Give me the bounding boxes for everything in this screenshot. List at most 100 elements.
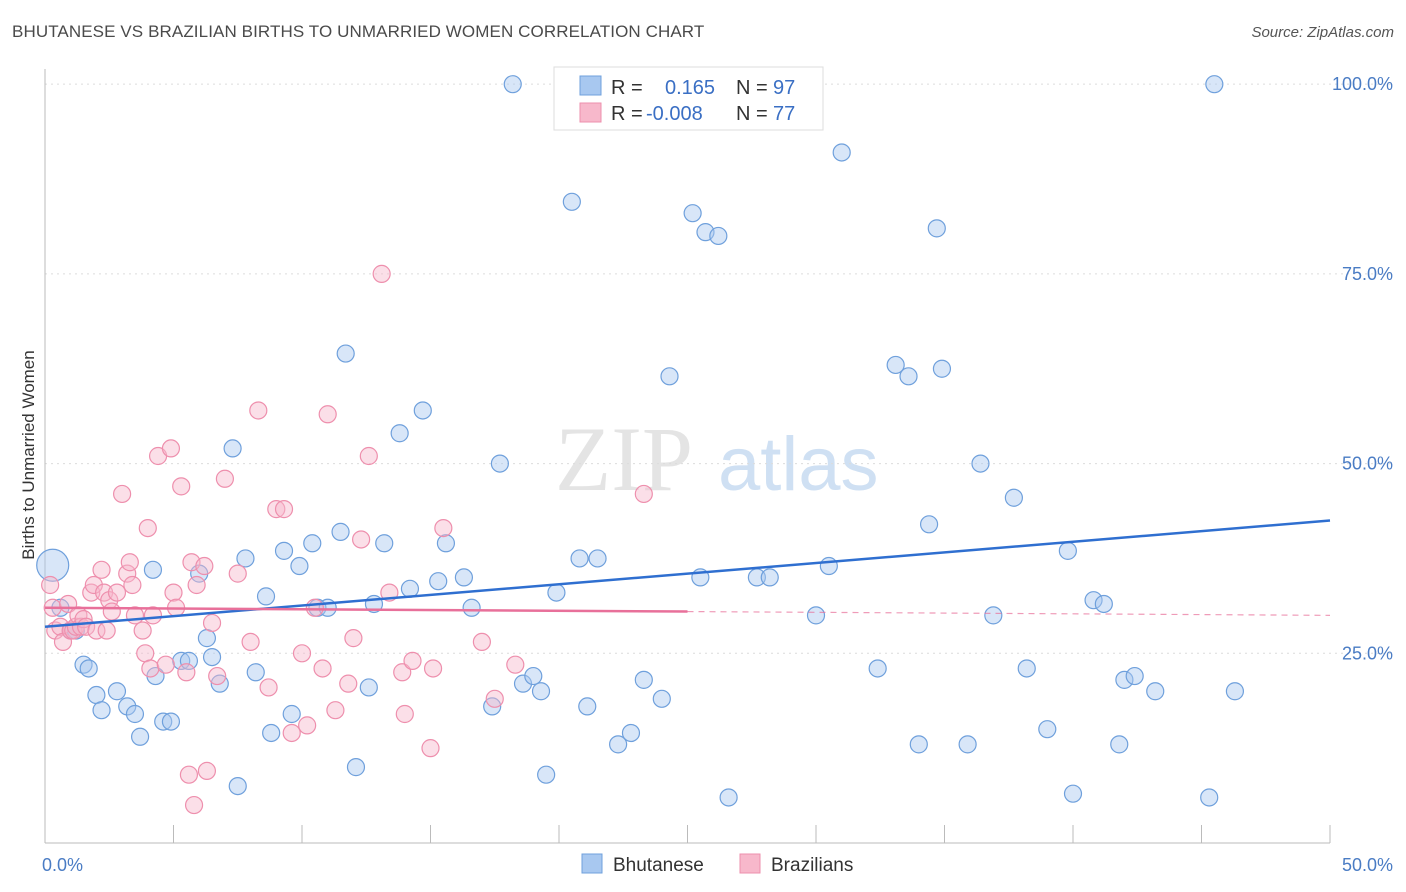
legend-r-value-1: 0.165 <box>665 77 715 99</box>
brazilian-points <box>41 264 653 815</box>
bhutanese-point-31 <box>303 534 322 553</box>
brazilian-point-48 <box>228 564 247 583</box>
bhutanese-point-27 <box>262 723 281 743</box>
brazilian-point-37 <box>172 477 191 496</box>
bhutanese-point-71 <box>806 606 826 625</box>
bhutanese-point-22 <box>223 439 242 458</box>
bhutanese-point-55 <box>562 192 581 211</box>
bhutanese-point-28 <box>274 541 294 560</box>
bhutanese-point-82 <box>971 454 990 473</box>
bhutanese-point-59 <box>609 735 628 754</box>
brazilian-point-29 <box>138 518 157 538</box>
bhutanese-point-5 <box>79 659 98 678</box>
brazilian-point-50 <box>249 401 268 420</box>
brazilian-point-38 <box>177 663 196 682</box>
bhutanese-point-14 <box>154 712 173 731</box>
bhutanese-point-68 <box>719 788 738 807</box>
bhutanese-point-58 <box>588 549 607 568</box>
brazilian-point-47 <box>215 469 234 488</box>
legend-r-label-1: R = <box>611 77 643 99</box>
bhutanese-point-7 <box>92 701 111 720</box>
bhutanese-point-62 <box>652 689 671 708</box>
bhutanese-point-95 <box>1200 788 1219 807</box>
bhutanese-point-52 <box>531 682 551 701</box>
brazilian-point-62 <box>344 629 363 648</box>
bhutanese-points <box>36 75 1245 807</box>
bhutanese-point-90 <box>1094 594 1113 614</box>
bhutanese-point-40 <box>390 424 409 443</box>
brazilian-point-55 <box>292 644 312 663</box>
bhutanese-point-6 <box>87 685 106 705</box>
bhutanese-point-88 <box>1063 784 1083 803</box>
bhutanese-point-50 <box>513 674 533 693</box>
brazilian-point-58 <box>313 659 332 678</box>
brazilian-point-22 <box>112 484 132 504</box>
bhutanese-point-85 <box>1017 659 1036 678</box>
bhutanese-point-87 <box>1058 541 1077 560</box>
bhutanese-point-16 <box>172 651 191 670</box>
bhutanese-point-23 <box>228 776 247 796</box>
brazilian-point-72 <box>434 518 453 538</box>
brazilian-point-14 <box>84 575 103 595</box>
watermark-zip: ZIP <box>555 408 693 510</box>
bhutanese-point-61 <box>634 670 653 689</box>
y-axis-label: Births to Unmarried Women <box>19 350 38 559</box>
y-tick-label-1: 50.0% <box>1342 454 1393 474</box>
bhutanese-point-60 <box>621 723 641 743</box>
brazilian-trend-line <box>44 606 688 613</box>
bhutanese-point-53 <box>537 765 556 784</box>
y-tick-label-0: 25.0% <box>1342 643 1393 663</box>
brazilian-trend-line-dashed <box>687 610 1331 616</box>
brazilian-point-51 <box>259 678 278 697</box>
brazilian-point-21 <box>107 583 127 602</box>
bhutanese-point-74 <box>868 659 887 678</box>
legend-series: Bhutanese Brazilians <box>581 853 853 876</box>
legend-bottom-swatch-bhutanese <box>581 853 603 874</box>
bhutanese-point-81 <box>958 735 977 754</box>
bhutanese-point-72 <box>819 556 838 576</box>
brazilian-point-60 <box>326 701 345 720</box>
bhutanese-point-86 <box>1038 720 1057 739</box>
x-tick-label-1: 50.0% <box>1342 855 1393 875</box>
brazilian-point-61 <box>339 674 358 693</box>
bhutanese-point-44 <box>436 534 456 553</box>
brazilian-point-64 <box>359 446 378 466</box>
bhutanese-point-0 <box>36 548 70 582</box>
bhutanese-point-26 <box>256 587 276 606</box>
chart-source: Source: ZipAtlas.com <box>1251 24 1394 41</box>
legend-swatch-bhutanese <box>579 75 602 96</box>
bhutanese-point-10 <box>125 704 145 724</box>
bhutanese-point-92 <box>1115 670 1134 689</box>
brazilian-point-46 <box>208 666 227 686</box>
legend-r-value-2: -0.008 <box>646 103 703 125</box>
bhutanese-point-57 <box>578 697 597 716</box>
bhutanese-point-94 <box>1146 682 1165 701</box>
brazilian-point-52 <box>267 500 286 519</box>
bhutanese-point-24 <box>236 549 255 568</box>
brazilian-point-35 <box>164 583 183 602</box>
bhutanese-point-84 <box>1004 488 1023 507</box>
brazilian-point-57 <box>305 598 324 617</box>
brazilian-point-20 <box>102 602 121 621</box>
bhutanese-point-93 <box>1125 666 1144 686</box>
bhutanese-point-39 <box>375 534 394 553</box>
bhutanese-point-70 <box>760 568 779 587</box>
y-tick-label-2: 75.0% <box>1342 264 1393 284</box>
bhutanese-point-19 <box>197 629 217 648</box>
chart-title: BHUTANESE VS BRAZILIAN BIRTHS TO UNMARRI… <box>12 22 705 41</box>
legend-swatch-brazilian <box>579 102 602 123</box>
brazilian-point-56 <box>298 716 317 735</box>
y-tick-label-3: 100.0% <box>1332 74 1393 94</box>
legend-bottom-label-bhutanese: Bhutanese <box>613 855 704 876</box>
bhutanese-point-36 <box>346 758 366 777</box>
bhutanese-point-46 <box>462 598 481 617</box>
bhutanese-point-41 <box>400 579 420 598</box>
brazilian-point-43 <box>195 556 214 576</box>
bhutanese-point-80 <box>932 359 952 378</box>
bhutanese-point-54 <box>547 583 566 602</box>
trend-lines <box>44 519 1331 628</box>
brazilian-point-41 <box>184 795 204 815</box>
bhutanese-point-34 <box>331 522 350 541</box>
brazilian-point-23 <box>118 564 137 583</box>
